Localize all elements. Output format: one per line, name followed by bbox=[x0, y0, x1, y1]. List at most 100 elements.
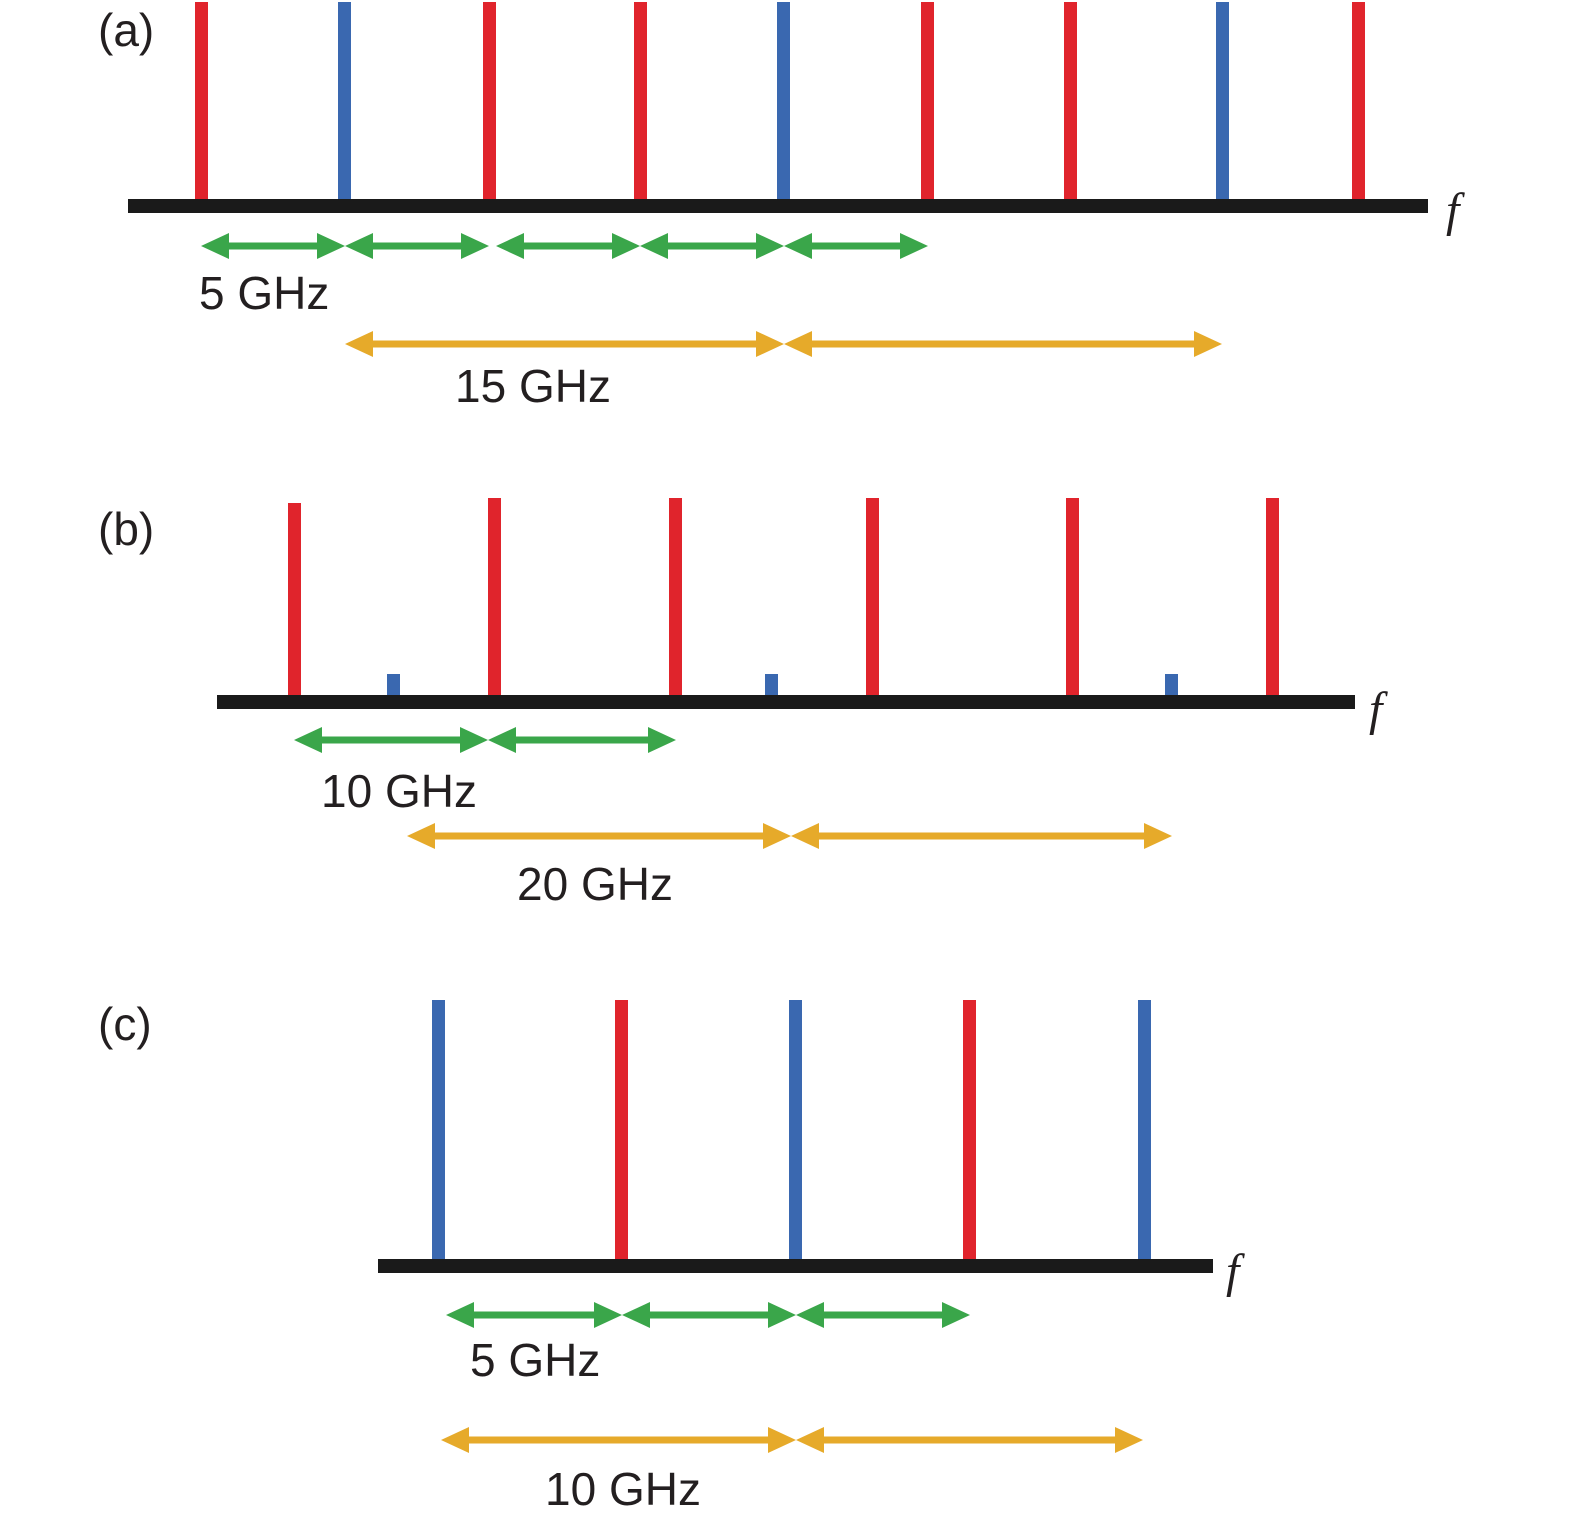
panel-a-green-arrow-4 bbox=[640, 233, 784, 259]
arrow-head-left bbox=[441, 1427, 469, 1453]
arrow-shaft bbox=[227, 242, 319, 250]
arrow-head-left bbox=[446, 1302, 474, 1328]
panel-b-line-8 bbox=[1165, 674, 1178, 701]
panel-b-green-spacing-label: 10 GHz bbox=[321, 765, 477, 817]
panel-c-green-arrow-1 bbox=[446, 1302, 622, 1328]
panel-a-line-9 bbox=[1352, 2, 1365, 205]
panel-b-line-4 bbox=[669, 498, 682, 701]
panel-c-line-4 bbox=[963, 1000, 976, 1262]
panel-a-yellow-arrow-2 bbox=[784, 331, 1222, 357]
panel-b-axis-label: f bbox=[1369, 683, 1388, 736]
arrow-shaft bbox=[822, 1436, 1117, 1444]
panel-c-yellow-arrow-2 bbox=[796, 1427, 1143, 1453]
panel-b-yellow-arrow-2 bbox=[791, 823, 1172, 849]
panel-a-line-7 bbox=[1064, 2, 1077, 205]
arrow-head-left bbox=[407, 823, 435, 849]
panel-b-yellow-spacing-label: 20 GHz bbox=[517, 858, 673, 910]
arrow-shaft bbox=[320, 736, 462, 744]
arrow-head-left bbox=[791, 823, 819, 849]
arrow-head-right bbox=[594, 1302, 622, 1328]
arrow-head-right bbox=[461, 233, 489, 259]
panel-c-axis-label: f bbox=[1226, 1245, 1245, 1298]
panel-a: (a) f 5 GHz 15 GHz bbox=[98, 2, 1465, 412]
arrow-shaft bbox=[810, 242, 902, 250]
panel-b-line-9 bbox=[1266, 498, 1279, 701]
panel-a-yellow-arrow-1 bbox=[345, 331, 784, 357]
arrow-head-left bbox=[345, 233, 373, 259]
panel-a-line-6 bbox=[921, 2, 934, 205]
arrow-head-right bbox=[756, 331, 784, 357]
panel-c: (c) f 5 GHz 10 GHz bbox=[98, 998, 1245, 1515]
arrow-shaft bbox=[648, 1311, 770, 1319]
panel-a-green-arrow-2 bbox=[345, 233, 489, 259]
panel-b-line-1 bbox=[288, 503, 301, 701]
panel-c-green-arrow-3 bbox=[796, 1302, 970, 1328]
arrow-shaft bbox=[522, 242, 614, 250]
arrow-shaft bbox=[371, 340, 758, 348]
arrow-head-right bbox=[763, 823, 791, 849]
arrow-head-left bbox=[784, 233, 812, 259]
arrow-shaft bbox=[467, 1436, 770, 1444]
arrow-shaft bbox=[514, 736, 650, 744]
arrow-head-right bbox=[942, 1302, 970, 1328]
panel-c-line-3 bbox=[789, 1000, 802, 1262]
panel-b-yellow-arrow-1 bbox=[407, 823, 791, 849]
panel-b-green-arrow-1 bbox=[294, 727, 488, 753]
panel-b-line-3 bbox=[488, 498, 501, 701]
arrow-head-right bbox=[460, 727, 488, 753]
arrow-shaft bbox=[371, 242, 463, 250]
panel-a-green-spacing-label: 5 GHz bbox=[199, 267, 329, 319]
panel-b-line-2 bbox=[387, 674, 400, 701]
arrow-head-left bbox=[622, 1302, 650, 1328]
arrow-head-right bbox=[1144, 823, 1172, 849]
arrow-head-right bbox=[317, 233, 345, 259]
arrow-head-left bbox=[784, 331, 812, 357]
panel-c-green-spacing-label: 5 GHz bbox=[470, 1334, 600, 1386]
arrow-head-right bbox=[1115, 1427, 1143, 1453]
arrow-head-right bbox=[768, 1427, 796, 1453]
arrow-shaft bbox=[822, 1311, 944, 1319]
arrow-shaft bbox=[666, 242, 758, 250]
panel-b-label: (b) bbox=[98, 503, 154, 555]
panel-b-frequency-axis bbox=[217, 695, 1355, 709]
arrow-head-right bbox=[648, 727, 676, 753]
panel-c-line-5 bbox=[1138, 1000, 1151, 1262]
panel-a-line-1 bbox=[195, 2, 208, 205]
panel-c-line-1 bbox=[432, 1000, 445, 1262]
panel-b-line-7 bbox=[1066, 498, 1079, 701]
panel-a-frequency-axis bbox=[128, 199, 1428, 213]
arrow-head-left bbox=[201, 233, 229, 259]
panel-a-line-3 bbox=[483, 2, 496, 205]
arrow-shaft bbox=[810, 340, 1196, 348]
panel-c-line-2 bbox=[615, 1000, 628, 1262]
panel-a-green-arrow-3 bbox=[496, 233, 640, 259]
arrow-head-left bbox=[488, 727, 516, 753]
panel-b: (b) f 10 GHz 20 GHz bbox=[98, 498, 1388, 910]
panel-b-line-5 bbox=[765, 674, 778, 701]
arrow-head-left bbox=[496, 233, 524, 259]
arrow-head-right bbox=[1194, 331, 1222, 357]
panel-a-green-arrow-5 bbox=[784, 233, 928, 259]
arrow-head-left bbox=[796, 1427, 824, 1453]
panel-c-yellow-spacing-label: 10 GHz bbox=[545, 1463, 701, 1515]
panel-a-line-5 bbox=[777, 2, 790, 205]
panel-a-line-2 bbox=[338, 2, 351, 205]
panel-a-line-8 bbox=[1216, 2, 1229, 205]
arrow-head-right bbox=[756, 233, 784, 259]
arrow-shaft bbox=[472, 1311, 596, 1319]
arrow-head-left bbox=[345, 331, 373, 357]
panel-c-label: (c) bbox=[98, 998, 152, 1050]
panel-a-yellow-spacing-label: 15 GHz bbox=[455, 360, 611, 412]
panel-b-line-6 bbox=[866, 498, 879, 701]
arrow-head-left bbox=[796, 1302, 824, 1328]
arrow-shaft bbox=[817, 832, 1146, 840]
panel-a-line-4 bbox=[634, 2, 647, 205]
arrow-head-right bbox=[768, 1302, 796, 1328]
arrow-head-right bbox=[900, 233, 928, 259]
panel-a-green-arrow-1 bbox=[201, 233, 345, 259]
panel-c-frequency-axis bbox=[378, 1259, 1213, 1273]
panel-a-axis-label: f bbox=[1446, 184, 1465, 237]
panel-c-green-arrow-2 bbox=[622, 1302, 796, 1328]
arrow-head-right bbox=[612, 233, 640, 259]
